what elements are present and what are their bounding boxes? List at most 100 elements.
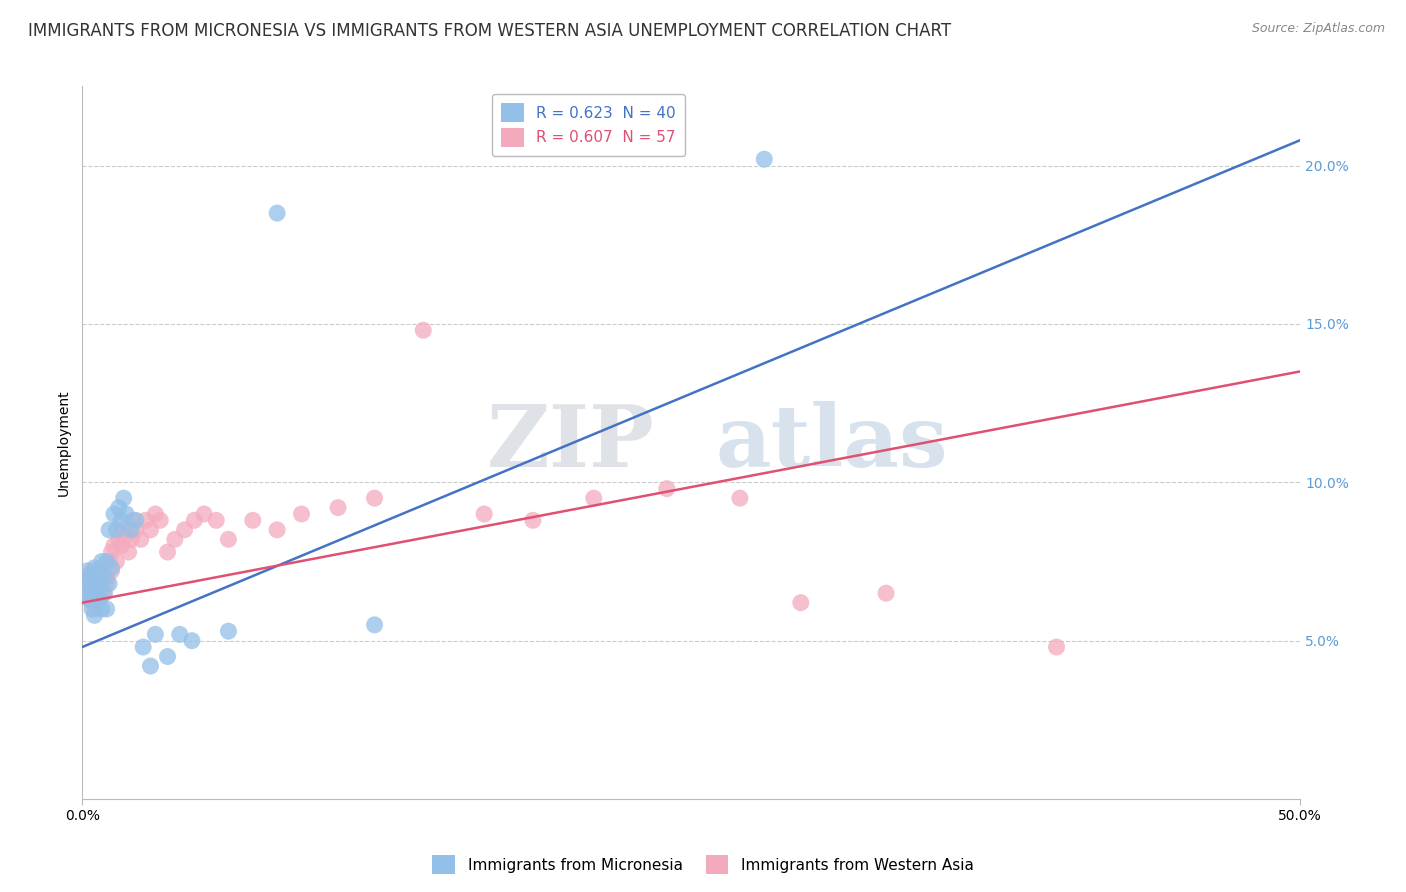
Point xyxy=(163,533,186,547)
Point xyxy=(73,576,96,591)
Point xyxy=(80,580,103,594)
Point xyxy=(90,564,112,578)
Point xyxy=(79,570,101,584)
Point xyxy=(89,592,111,607)
Point xyxy=(83,561,105,575)
Point xyxy=(96,576,118,591)
Point xyxy=(655,482,678,496)
Point xyxy=(135,513,157,527)
Point xyxy=(173,523,195,537)
Point xyxy=(110,513,132,527)
Point xyxy=(117,545,139,559)
Point xyxy=(83,608,105,623)
Point xyxy=(105,523,128,537)
Point xyxy=(1045,640,1067,654)
Point xyxy=(582,491,605,505)
Point xyxy=(108,533,131,547)
Point xyxy=(180,633,202,648)
Point xyxy=(156,545,179,559)
Point xyxy=(80,586,103,600)
Point xyxy=(754,152,776,166)
Point xyxy=(156,649,179,664)
Point xyxy=(143,627,166,641)
Point xyxy=(86,586,108,600)
Point xyxy=(363,491,385,505)
Point xyxy=(266,206,288,220)
Point xyxy=(86,576,108,591)
Point xyxy=(108,500,131,515)
Point xyxy=(93,570,115,584)
Point xyxy=(326,500,349,515)
Point xyxy=(98,554,121,568)
Point xyxy=(76,564,98,578)
Point xyxy=(73,576,96,591)
Point xyxy=(169,627,191,641)
Point xyxy=(183,513,205,527)
Point xyxy=(472,507,495,521)
Text: Source: ZipAtlas.com: Source: ZipAtlas.com xyxy=(1251,22,1385,36)
Point xyxy=(96,554,118,568)
Point xyxy=(98,523,121,537)
Point xyxy=(193,507,215,521)
Point xyxy=(76,586,98,600)
Legend: Immigrants from Micronesia, Immigrants from Western Asia: Immigrants from Micronesia, Immigrants f… xyxy=(426,849,980,880)
Text: ZIP: ZIP xyxy=(486,401,655,484)
Point xyxy=(80,602,103,616)
Point xyxy=(89,570,111,584)
Point xyxy=(115,529,138,543)
Point xyxy=(90,554,112,568)
Point xyxy=(115,507,138,521)
Point xyxy=(290,507,312,521)
Point xyxy=(103,539,125,553)
Point xyxy=(122,513,145,527)
Point xyxy=(100,564,122,578)
Point xyxy=(149,513,172,527)
Point xyxy=(125,523,148,537)
Y-axis label: Unemployment: Unemployment xyxy=(58,390,72,496)
Point xyxy=(875,586,897,600)
Point xyxy=(125,513,148,527)
Point xyxy=(143,507,166,521)
Point xyxy=(80,576,103,591)
Point xyxy=(76,570,98,584)
Legend: R = 0.623  N = 40, R = 0.607  N = 57: R = 0.623 N = 40, R = 0.607 N = 57 xyxy=(492,94,685,156)
Point xyxy=(217,624,239,639)
Point xyxy=(139,523,162,537)
Point xyxy=(96,602,118,616)
Point xyxy=(120,523,142,537)
Point xyxy=(129,533,152,547)
Point xyxy=(112,491,135,505)
Point xyxy=(217,533,239,547)
Text: atlas: atlas xyxy=(716,401,948,484)
Point xyxy=(100,561,122,575)
Point xyxy=(105,554,128,568)
Point xyxy=(728,491,751,505)
Point xyxy=(79,567,101,582)
Point xyxy=(100,545,122,559)
Point xyxy=(112,523,135,537)
Point xyxy=(790,596,813,610)
Point xyxy=(242,513,264,527)
Point xyxy=(120,533,142,547)
Point xyxy=(205,513,228,527)
Point xyxy=(363,618,385,632)
Point xyxy=(96,570,118,584)
Point xyxy=(98,576,121,591)
Point xyxy=(103,507,125,521)
Point xyxy=(132,640,155,654)
Point xyxy=(79,592,101,607)
Point xyxy=(86,592,108,607)
Point xyxy=(86,567,108,582)
Point xyxy=(93,586,115,600)
Point xyxy=(83,564,105,578)
Point xyxy=(522,513,544,527)
Point xyxy=(79,592,101,607)
Point xyxy=(90,602,112,616)
Point xyxy=(93,586,115,600)
Point xyxy=(89,586,111,600)
Point xyxy=(83,602,105,616)
Point xyxy=(139,659,162,673)
Text: IMMIGRANTS FROM MICRONESIA VS IMMIGRANTS FROM WESTERN ASIA UNEMPLOYMENT CORRELAT: IMMIGRANTS FROM MICRONESIA VS IMMIGRANTS… xyxy=(28,22,952,40)
Point xyxy=(76,586,98,600)
Point xyxy=(110,539,132,553)
